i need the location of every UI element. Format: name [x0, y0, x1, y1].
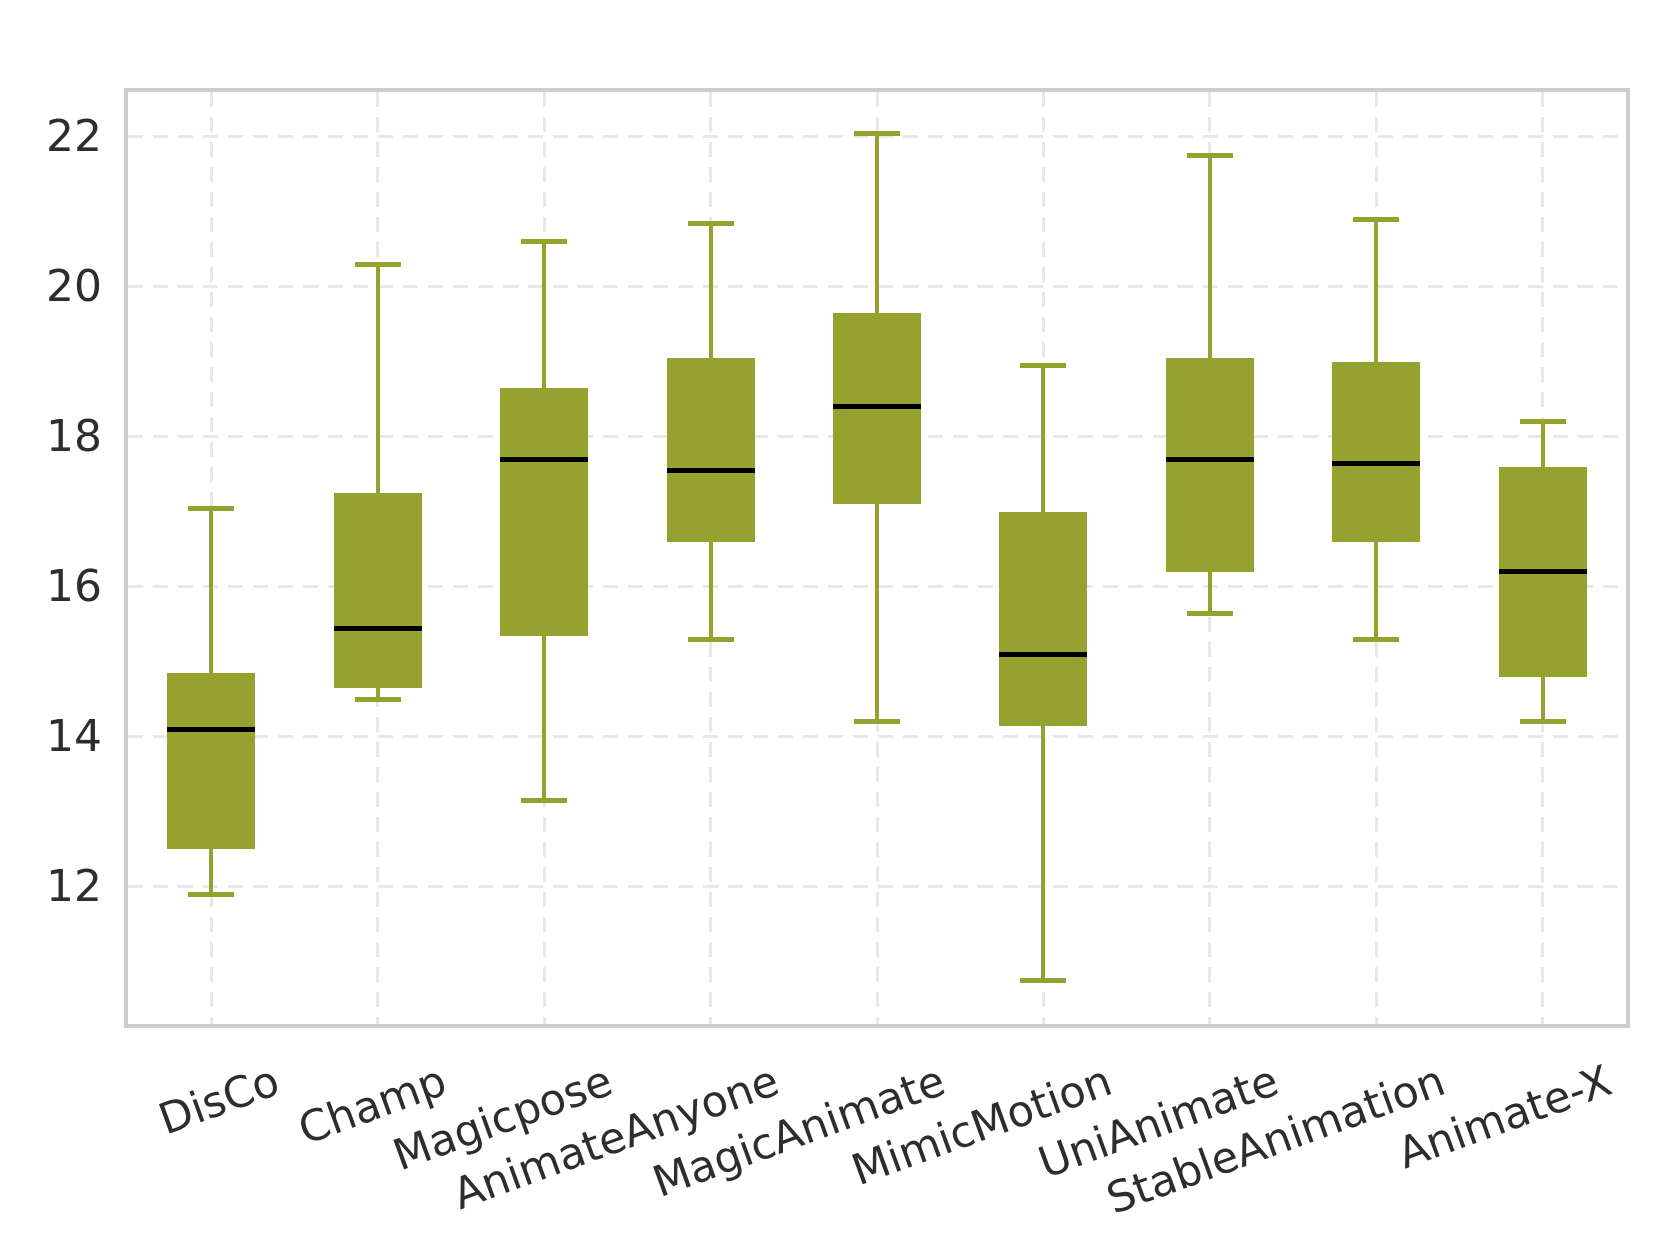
- median-line-Magicpose: [500, 456, 589, 462]
- whisker-cap-top: [521, 239, 568, 245]
- box-AnimateAnyone: [666, 358, 755, 542]
- box-StableAnimation: [1332, 361, 1421, 542]
- whisker-cap-top: [854, 130, 900, 136]
- median-line-StableAnimation: [1332, 460, 1421, 466]
- box-MimicMotion: [999, 511, 1088, 726]
- median-line-UniAnimate: [1165, 456, 1254, 462]
- whisker-cap-bottom: [1519, 719, 1566, 725]
- whisker-cap-top: [1353, 216, 1400, 222]
- whisker-cap-top: [687, 220, 734, 226]
- whisker-cap-bottom: [1186, 610, 1233, 616]
- y-tick-label: 22: [46, 110, 102, 162]
- y-tick-label: 16: [46, 560, 102, 612]
- y-tick-label: 12: [46, 860, 102, 912]
- whisker-cap-bottom: [687, 636, 734, 642]
- whisker-cap-top: [1020, 363, 1067, 369]
- whisker-cap-top: [1519, 419, 1566, 425]
- whisker-cap-bottom: [1353, 636, 1400, 642]
- plot-area: [128, 92, 1626, 1024]
- median-line-MagicAnimate: [833, 404, 921, 410]
- whisker-cap-bottom: [521, 798, 568, 804]
- y-tick-label: 20: [46, 260, 102, 312]
- median-line-Animate-X: [1498, 569, 1587, 575]
- box-Magicpose: [500, 388, 589, 636]
- median-line-MimicMotion: [999, 651, 1088, 657]
- whisker-cap-top: [188, 505, 235, 511]
- median-line-Champ: [333, 625, 422, 631]
- whisker-cap-bottom: [854, 719, 900, 725]
- y-tick-label: 14: [46, 710, 102, 762]
- y-tick-label: 18: [46, 410, 102, 462]
- whisker-cap-bottom: [1020, 978, 1067, 983]
- box-DisCo: [167, 673, 256, 850]
- median-line-AnimateAnyone: [666, 468, 755, 474]
- box-UniAnimate: [1165, 358, 1254, 572]
- median-line-DisCo: [167, 726, 256, 732]
- x-tick-label: DisCo: [152, 1056, 287, 1146]
- whisker-cap-top: [1186, 153, 1233, 159]
- whisker-line: [375, 264, 380, 700]
- whisker-cap-bottom: [354, 696, 401, 702]
- whisker-cap-bottom: [188, 891, 235, 897]
- box-Champ: [333, 493, 422, 689]
- whisker-cap-top: [354, 261, 401, 267]
